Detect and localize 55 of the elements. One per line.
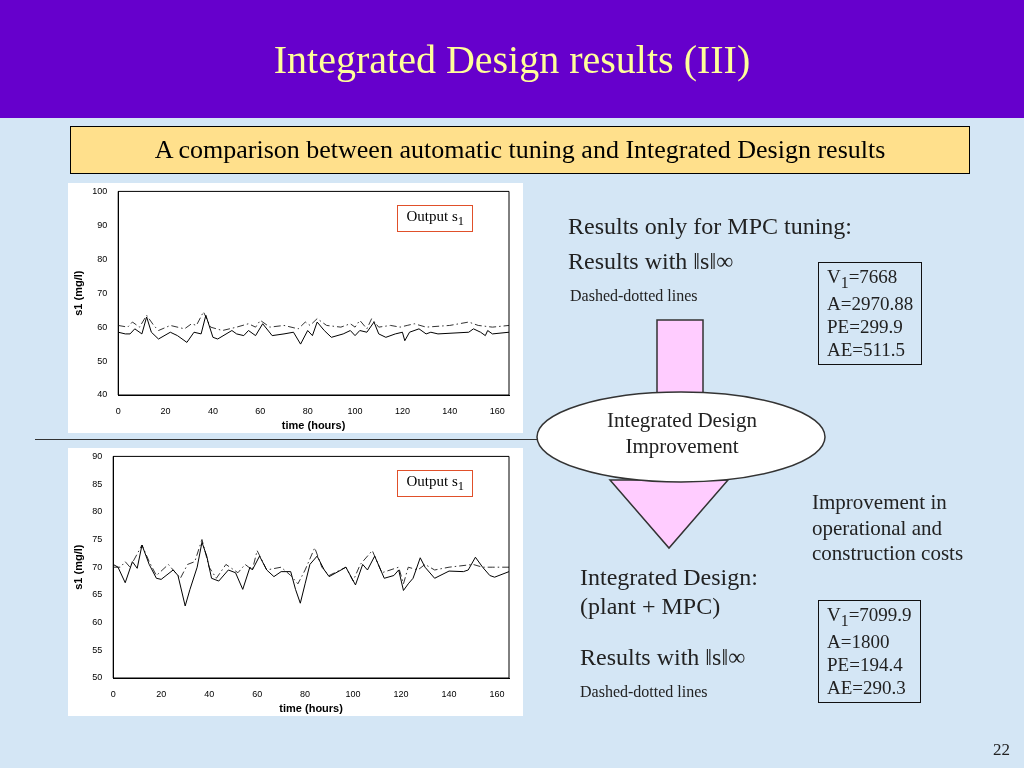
x-tick-label: 60 bbox=[252, 688, 263, 699]
y-tick-label: 55 bbox=[92, 644, 103, 655]
x-tick-label: 40 bbox=[204, 688, 215, 699]
text: A comparison between automatic tuning and Integrated Design results bbox=[154, 135, 886, 165]
text: V$_{1}$=7099.9 A=1800 PE=194.4 AE=290.3 bbox=[827, 604, 912, 699]
y-tick-label: 80 bbox=[97, 253, 108, 264]
y-tick-label: 90 bbox=[97, 219, 108, 230]
text: Integrated Design: (plant + MPC) bbox=[580, 564, 758, 620]
y-tick-label: 50 bbox=[97, 355, 108, 366]
y-tick-label: 80 bbox=[92, 506, 103, 517]
x-tick-label: 80 bbox=[300, 688, 311, 699]
text: Dashed-dotted lines bbox=[570, 287, 698, 304]
text: 22 bbox=[993, 740, 1010, 759]
y-tick-label: 90 bbox=[92, 450, 103, 461]
text: Results with ‖s‖∞ bbox=[580, 644, 746, 670]
x-tick-label: 0 bbox=[115, 405, 121, 416]
x-tick-label: 100 bbox=[345, 688, 361, 699]
annotation: Output s$_{1}$ bbox=[406, 473, 464, 493]
x-tick-label: 60 bbox=[255, 405, 266, 416]
x-tick-label: 140 bbox=[442, 405, 458, 416]
x-tick-label: 20 bbox=[160, 405, 171, 416]
y-axis-title: s1 (mg/l) bbox=[71, 270, 84, 316]
y-tick-label: 85 bbox=[92, 478, 103, 489]
x-tick-label: 120 bbox=[393, 688, 409, 699]
text: Integrated Design Improvement bbox=[607, 408, 757, 458]
y-tick-label: 70 bbox=[97, 287, 108, 298]
text: Improvement in operational and construction costs bbox=[812, 490, 964, 566]
x-tick-label: 100 bbox=[347, 405, 363, 416]
text: Results with ‖s‖∞ bbox=[568, 248, 734, 274]
x-tick-label: 140 bbox=[441, 688, 457, 699]
line-series bbox=[118, 311, 509, 332]
line-series bbox=[113, 539, 509, 585]
y-tick-label: 100 bbox=[92, 185, 108, 196]
x-tick-label: 80 bbox=[302, 405, 313, 416]
text: Integrated Design results (III) bbox=[273, 35, 751, 83]
x-axis-title: time (hours) bbox=[279, 702, 344, 715]
x-tick-label: 120 bbox=[394, 405, 410, 416]
y-tick-label: 75 bbox=[92, 533, 103, 544]
y-tick-label: 60 bbox=[92, 617, 103, 628]
y-axis-title: s1 (mg/l) bbox=[71, 544, 84, 590]
y-tick-label: 65 bbox=[92, 589, 103, 600]
y-tick-label: 70 bbox=[92, 561, 103, 572]
x-tick-label: 40 bbox=[207, 405, 218, 416]
x-tick-label: 0 bbox=[110, 688, 116, 699]
x-tick-label: 160 bbox=[489, 688, 505, 699]
text: V$_{1}$=7668 A=2970.88 PE=299.9 AE=511.5 bbox=[827, 266, 914, 361]
annotation: Output s$_{1}$ bbox=[406, 208, 464, 228]
x-axis-title: time (hours) bbox=[281, 419, 346, 432]
text: Dashed-dotted lines bbox=[580, 683, 708, 700]
x-tick-label: 160 bbox=[489, 405, 505, 416]
x-tick-label: 20 bbox=[156, 688, 167, 699]
text: Results only for MPC tuning: bbox=[568, 213, 853, 239]
y-tick-label: 50 bbox=[92, 672, 103, 683]
y-tick-label: 40 bbox=[97, 389, 108, 400]
y-tick-label: 60 bbox=[97, 321, 108, 332]
